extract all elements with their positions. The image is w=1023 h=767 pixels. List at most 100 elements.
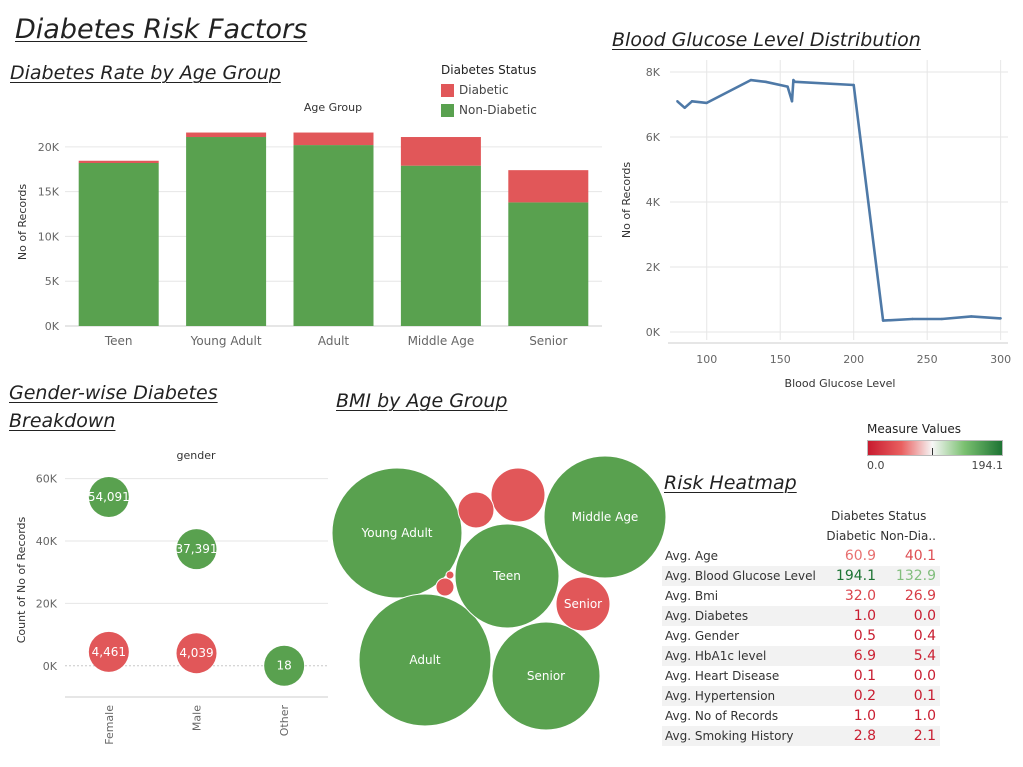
gender-point-non-diabetic[interactable]: [88, 477, 129, 518]
heatmap-row[interactable]: Avg. Hypertension 0.2 0.1: [662, 686, 940, 706]
glucose-data-point[interactable]: [683, 106, 686, 109]
bmi-bubble-diabetic[interactable]: [445, 570, 455, 580]
age-rate-bar-diabetic[interactable]: [78, 160, 159, 163]
age-rate-bar-non-diabetic[interactable]: [78, 162, 159, 326]
bmi-bubble-diabetic[interactable]: [435, 577, 455, 597]
heatmap-cell-non-diabetic[interactable]: 1.0: [913, 708, 936, 724]
glucose-data-point[interactable]: [705, 101, 708, 105]
age-rate-y-axis-title: No of Records: [16, 184, 29, 261]
heatmap-table[interactable]: Diabetic Non-Dia.. Avg. Age 60.9 40.1 Avg. …: [662, 526, 940, 746]
glucose-data-point[interactable]: [999, 317, 1002, 320]
bmi-bubble-label: Senior: [527, 669, 565, 683]
heatmap-cell-non-diabetic[interactable]: 40.1: [904, 548, 936, 564]
legend-item-diabetic[interactable]: Diabetic: [441, 80, 537, 100]
glucose-data-point[interactable]: [786, 85, 789, 88]
glucose-data-point[interactable]: [793, 80, 797, 83]
bmi-bubble-diabetic[interactable]: [490, 467, 546, 523]
gender-point-diabetic[interactable]: [88, 631, 129, 672]
age-rate-bar-non-diabetic[interactable]: [400, 165, 481, 326]
heatmap-row[interactable]: Avg. Blood Glucose Level 194.1 132.9: [662, 566, 940, 586]
heatmap-row[interactable]: Avg. HbA1c level 6.9 5.4: [662, 646, 940, 666]
heatmap-cell-diabetic[interactable]: 2.8: [820, 726, 880, 746]
bmi-bubble-non-diabetic[interactable]: [543, 455, 667, 579]
heatmap-row[interactable]: Avg. No of Records 1.0 1.0: [662, 706, 940, 726]
heatmap-cell-diabetic[interactable]: 1.0: [853, 708, 876, 724]
age-rate-y-tick: 20K: [38, 141, 60, 154]
gender-point-label: 4,039: [179, 646, 213, 660]
gender-point-diabetic[interactable]: [176, 633, 217, 674]
heatmap-row-label: Avg. Bmi: [665, 589, 719, 603]
glucose-data-point[interactable]: [749, 78, 753, 82]
bmi-bubble-label: Teen: [492, 569, 521, 583]
glucose-chart-title: Blood Glucose Level Distribution: [612, 29, 921, 51]
heatmap-cell-diabetic[interactable]: 1.0: [820, 606, 880, 626]
age-rate-bar-non-diabetic[interactable]: [508, 202, 589, 326]
measure-values-legend[interactable]: Measure Values 0.0 194.1: [867, 422, 1007, 472]
gender-y-tick: 20K: [36, 597, 58, 610]
heatmap-cell-non-diabetic[interactable]: 132.9: [880, 566, 940, 586]
heatmap-row[interactable]: Avg. Diabetes 1.0 0.0: [662, 606, 940, 626]
glucose-y-tick: 8K: [646, 66, 661, 79]
glucose-data-point[interactable]: [940, 317, 944, 321]
heatmap-row[interactable]: Avg. Age 60.9 40.1: [662, 546, 940, 566]
glucose-x-axis-title: Blood Glucose Level: [785, 377, 896, 390]
glucose-data-point[interactable]: [970, 315, 973, 318]
glucose-data-point[interactable]: [676, 100, 679, 103]
heatmap-cell-non-diabetic[interactable]: 2.1: [880, 726, 940, 746]
bmi-bubble-non-diabetic[interactable]: [454, 523, 560, 629]
heatmap-row[interactable]: Avg. Heart Disease 0.1 0.0: [662, 666, 940, 686]
heatmap-cell-non-diabetic[interactable]: 5.4: [880, 646, 940, 666]
age-rate-y-tick: 5K: [45, 275, 60, 288]
age-rate-bar-diabetic[interactable]: [508, 170, 589, 203]
glucose-x-tick: 200: [843, 353, 864, 366]
age-rate-bar-diabetic[interactable]: [400, 137, 481, 166]
age-rate-bar-non-diabetic[interactable]: [186, 137, 267, 326]
glucose-data-point[interactable]: [690, 100, 694, 103]
glucose-data-point[interactable]: [852, 83, 855, 87]
heatmap-row[interactable]: Avg. Smoking History 2.8 2.1: [662, 726, 940, 746]
gender-point-non-diabetic[interactable]: [264, 645, 305, 686]
heatmap-cell-non-diabetic[interactable]: 0.0: [913, 668, 936, 684]
gender-chart-title-line1: Gender-wise Diabetes: [9, 382, 218, 404]
heatmap-cell-non-diabetic[interactable]: 0.1: [880, 686, 940, 706]
glucose-series-line[interactable]: [676, 78, 1001, 322]
glucose-data-point[interactable]: [792, 78, 795, 82]
bmi-bubble-diabetic[interactable]: [457, 491, 495, 529]
heatmap-cell-diabetic[interactable]: 32.0: [844, 588, 876, 604]
glucose-data-point[interactable]: [790, 100, 794, 103]
age-rate-bar-non-diabetic[interactable]: [293, 145, 374, 326]
glucose-data-point[interactable]: [764, 80, 767, 83]
heatmap-cell-diabetic[interactable]: 6.9: [820, 646, 880, 666]
gender-chart-title-line2: Breakdown: [9, 410, 116, 432]
heatmap-cell-non-diabetic[interactable]: 26.9: [904, 588, 936, 604]
glucose-data-point[interactable]: [881, 319, 885, 322]
heatmap-table-wrap[interactable]: Diabetic Non-Dia.. Avg. Age 60.9 40.1 Avg. …: [662, 526, 940, 746]
bmi-bubble-non-diabetic[interactable]: [491, 621, 601, 731]
heatmap-row-label: Avg. No of Records: [665, 709, 779, 723]
diabetes-status-legend[interactable]: Diabetes Status Diabetic Non-Diabetic: [441, 63, 537, 120]
gender-point-label: 54,091: [88, 490, 130, 504]
bmi-bubble-non-diabetic[interactable]: [358, 593, 492, 727]
heatmap-row[interactable]: Avg. Bmi 32.0 26.9: [662, 586, 940, 606]
heatmap-cell-diabetic[interactable]: 194.1: [820, 566, 880, 586]
bmi-bubble-label: Adult: [409, 653, 441, 667]
age-rate-bar-diabetic[interactable]: [293, 132, 374, 146]
bmi-bubble-diabetic[interactable]: [555, 576, 611, 632]
legend-item-non-diabetic[interactable]: Non-Diabetic: [441, 100, 537, 120]
glucose-y-tick: 4K: [646, 196, 661, 209]
heatmap-cell-non-diabetic[interactable]: 0.0: [880, 606, 940, 626]
age-rate-bar-diabetic[interactable]: [186, 132, 267, 138]
age-rate-y-tick: 0K: [45, 320, 60, 333]
heatmap-row[interactable]: Avg. Gender 0.5 0.4: [662, 626, 940, 646]
heatmap-cell-diabetic[interactable]: 0.5: [853, 628, 876, 644]
heatmap-cell-diabetic[interactable]: 60.9: [844, 548, 876, 564]
heatmap-cell-diabetic[interactable]: 0.2: [820, 686, 880, 706]
glucose-data-point[interactable]: [911, 317, 914, 321]
glucose-y-tick: 2K: [646, 261, 661, 274]
heatmap-cell-diabetic[interactable]: 0.1: [853, 668, 876, 684]
gender-y-axis-title: Count of No of Records: [15, 516, 28, 643]
heatmap-row-label: Avg. Blood Glucose Level: [662, 566, 820, 586]
bmi-bubble-non-diabetic[interactable]: [331, 467, 463, 599]
gender-point-non-diabetic[interactable]: [176, 529, 217, 570]
heatmap-cell-non-diabetic[interactable]: 0.4: [913, 628, 936, 644]
